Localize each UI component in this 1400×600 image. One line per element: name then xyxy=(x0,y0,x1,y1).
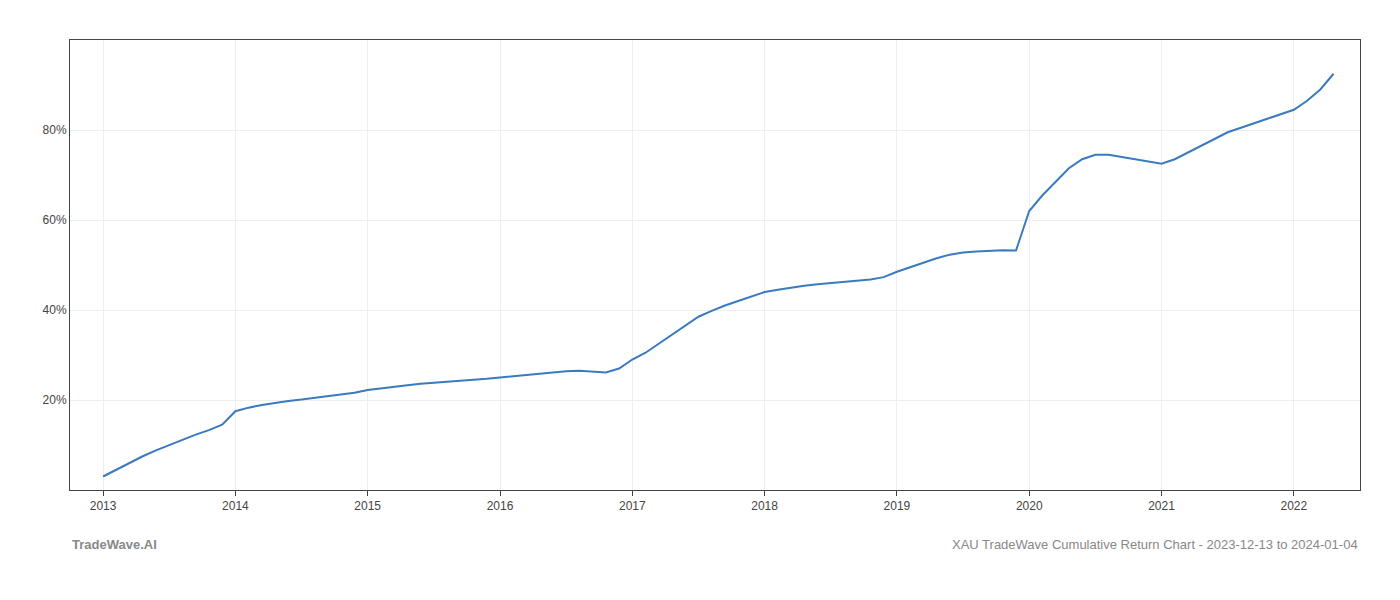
svg-text:2021: 2021 xyxy=(1148,499,1175,513)
svg-text:80%: 80% xyxy=(43,123,67,137)
svg-text:2022: 2022 xyxy=(1280,499,1307,513)
svg-text:2013: 2013 xyxy=(90,499,117,513)
svg-text:20%: 20% xyxy=(43,393,67,407)
svg-text:2020: 2020 xyxy=(1016,499,1043,513)
svg-text:2018: 2018 xyxy=(751,499,778,513)
svg-text:60%: 60% xyxy=(43,213,67,227)
svg-text:40%: 40% xyxy=(43,303,67,317)
svg-text:TradeWave.AI: TradeWave.AI xyxy=(72,537,157,552)
svg-text:2019: 2019 xyxy=(884,499,911,513)
svg-text:2014: 2014 xyxy=(222,499,249,513)
svg-text:2017: 2017 xyxy=(619,499,646,513)
svg-text:2016: 2016 xyxy=(487,499,514,513)
svg-text:2015: 2015 xyxy=(354,499,381,513)
svg-text:XAU TradeWave Cumulative Retur: XAU TradeWave Cumulative Return Chart - … xyxy=(952,537,1358,552)
